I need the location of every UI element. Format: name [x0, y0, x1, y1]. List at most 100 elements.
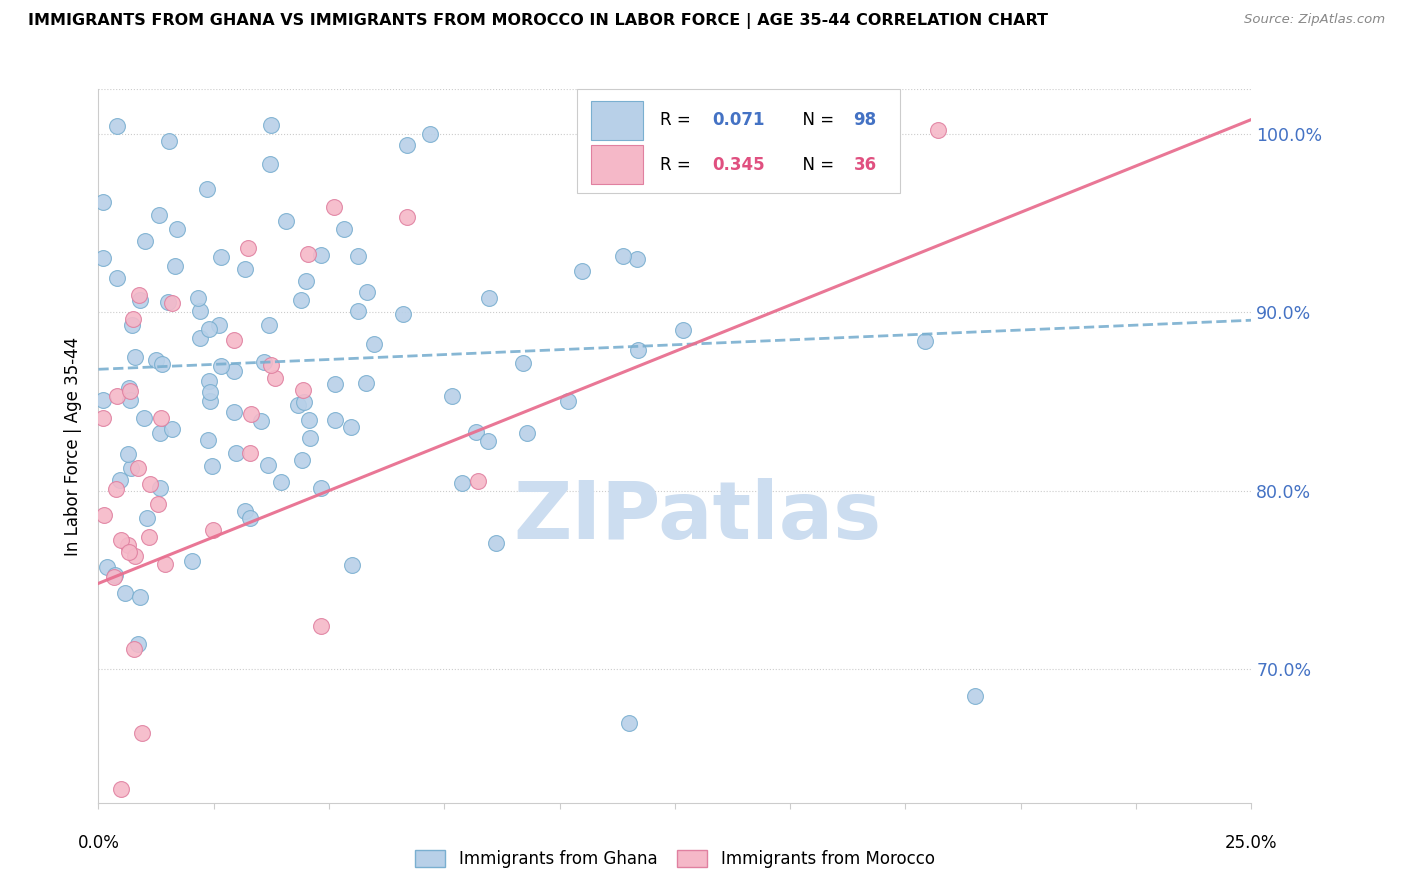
- Point: [322, 200, 344, 214]
- Point: [105, 271, 128, 285]
- Point: [309, 481, 332, 495]
- Point: [117, 545, 139, 559]
- Point: [451, 475, 474, 490]
- Point: [188, 331, 211, 345]
- Point: [512, 355, 534, 369]
- Point: [149, 410, 172, 425]
- Point: [105, 389, 128, 403]
- Point: [188, 304, 211, 318]
- Point: [233, 261, 256, 276]
- Point: [180, 554, 202, 568]
- Point: [295, 274, 318, 288]
- Point: [557, 393, 579, 408]
- Point: [139, 476, 162, 491]
- Point: [478, 291, 501, 305]
- Point: [145, 353, 167, 368]
- Text: N =: N =: [793, 112, 839, 129]
- Point: [963, 689, 986, 703]
- Point: [117, 538, 139, 552]
- Point: [138, 531, 160, 545]
- Point: [347, 249, 370, 263]
- Point: [209, 250, 232, 264]
- Point: [356, 376, 378, 390]
- Point: [120, 392, 142, 407]
- Point: [297, 247, 319, 261]
- Point: [124, 549, 146, 564]
- Point: [187, 291, 209, 305]
- Point: [103, 570, 125, 584]
- Text: 98: 98: [853, 112, 877, 129]
- Point: [264, 371, 287, 385]
- Point: [198, 374, 221, 388]
- Point: [340, 419, 363, 434]
- Point: [110, 781, 132, 796]
- Point: [128, 288, 150, 302]
- Point: [200, 394, 222, 409]
- Point: [209, 359, 232, 373]
- Text: N =: N =: [793, 156, 839, 174]
- Point: [291, 453, 314, 467]
- Point: [134, 234, 156, 248]
- Point: [485, 536, 508, 550]
- Point: [291, 383, 314, 397]
- Point: [96, 559, 118, 574]
- Point: [239, 446, 262, 460]
- Text: R =: R =: [659, 112, 696, 129]
- Point: [208, 318, 231, 333]
- Point: [197, 433, 219, 447]
- Point: [276, 214, 298, 228]
- Text: 25.0%: 25.0%: [1225, 834, 1278, 852]
- Point: [118, 384, 141, 399]
- Point: [236, 241, 259, 255]
- Point: [201, 523, 224, 537]
- Point: [146, 497, 169, 511]
- Point: [270, 475, 292, 490]
- Point: [91, 251, 114, 265]
- Bar: [591, 145, 643, 185]
- Point: [105, 483, 128, 497]
- Point: [927, 123, 949, 137]
- Point: [292, 395, 315, 409]
- Text: 0.345: 0.345: [711, 156, 765, 174]
- Point: [195, 182, 218, 196]
- Point: [233, 504, 256, 518]
- Point: [627, 343, 650, 358]
- Point: [290, 293, 312, 307]
- Point: [914, 334, 936, 348]
- Point: [105, 119, 128, 133]
- Point: [157, 295, 180, 310]
- Point: [163, 259, 186, 273]
- Point: [392, 307, 415, 321]
- Point: [110, 533, 132, 547]
- Point: [157, 134, 180, 148]
- Point: [166, 222, 188, 236]
- Point: [149, 425, 172, 440]
- Point: [253, 355, 276, 369]
- Point: [132, 410, 155, 425]
- Point: [197, 322, 219, 336]
- Point: [259, 318, 281, 332]
- Y-axis label: In Labor Force | Age 35-44: In Labor Force | Age 35-44: [65, 336, 83, 556]
- Point: [259, 156, 281, 170]
- Point: [200, 459, 222, 474]
- Point: [127, 461, 149, 475]
- Point: [222, 364, 245, 378]
- Point: [239, 511, 262, 525]
- Point: [342, 558, 364, 572]
- Point: [467, 474, 489, 488]
- Point: [333, 221, 356, 235]
- Point: [162, 422, 184, 436]
- Point: [347, 304, 370, 318]
- Point: [121, 318, 143, 333]
- Point: [257, 458, 280, 473]
- Point: [124, 641, 146, 656]
- Point: [260, 118, 283, 132]
- Point: [363, 336, 385, 351]
- Point: [323, 413, 346, 427]
- Point: [118, 381, 141, 395]
- Point: [149, 482, 172, 496]
- Text: 0.0%: 0.0%: [77, 834, 120, 852]
- Point: [356, 285, 378, 299]
- Point: [120, 460, 142, 475]
- Point: [612, 249, 634, 263]
